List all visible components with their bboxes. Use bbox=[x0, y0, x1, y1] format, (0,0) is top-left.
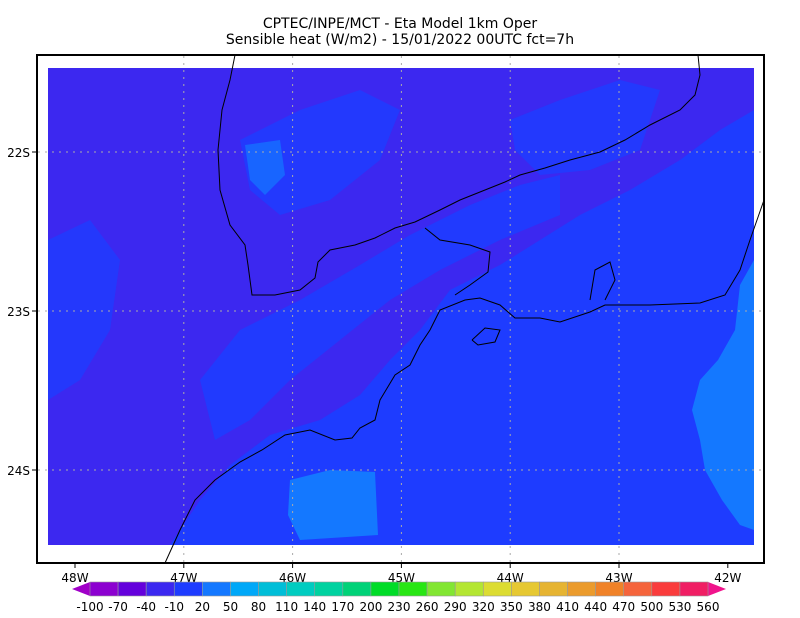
lon-tick-label: 45W bbox=[388, 571, 415, 585]
colorbar-swatch bbox=[370, 581, 400, 597]
colorbar-swatch bbox=[342, 581, 372, 597]
title-line-2: Sensible heat (W/m2) - 15/01/2022 00UTC … bbox=[226, 32, 574, 48]
colorbar-swatch bbox=[623, 581, 653, 597]
lagoon-outline bbox=[589, 261, 616, 301]
colorbar-label: 440 bbox=[584, 600, 607, 614]
colorbar-swatch bbox=[595, 581, 625, 597]
axis-ticks: 48W 47W 46W 45W 44W 43W 42W 22S 23S 24S bbox=[7, 146, 741, 585]
lon-tick-label: 44W bbox=[497, 571, 524, 585]
field-blue-northeast bbox=[510, 80, 660, 175]
colorbar-label: 290 bbox=[444, 600, 467, 614]
state-border-north bbox=[217, 54, 701, 296]
field-lightblue-south bbox=[288, 470, 378, 540]
colorbar-label: 80 bbox=[251, 600, 266, 614]
colorbar-label: 170 bbox=[331, 600, 354, 614]
lon-tick-label: 43W bbox=[605, 571, 632, 585]
colorbar-swatch bbox=[511, 581, 540, 597]
colorbar-swatch bbox=[89, 581, 119, 597]
colorbar-swatch bbox=[173, 581, 203, 597]
lat-tick-label: 22S bbox=[7, 146, 30, 160]
colorbar-over-triangle bbox=[708, 582, 726, 596]
lon-tick-label: 46W bbox=[279, 571, 306, 585]
colorbar-swatch bbox=[567, 581, 596, 597]
lon-tick-label: 42W bbox=[714, 571, 741, 585]
field-lightblue-east bbox=[692, 260, 754, 530]
field-lightblue-north bbox=[245, 140, 285, 195]
colorbar-swatch bbox=[454, 581, 484, 597]
map-field bbox=[48, 68, 754, 545]
colorbar: -100 -70 -40 -10 20 50 80 110 140 170 200 230 260 290… bbox=[72, 581, 726, 614]
colorbar-swatch bbox=[651, 581, 681, 597]
colorbar-label: 140 bbox=[303, 600, 326, 614]
colorbar-swatch bbox=[539, 581, 568, 597]
colorbar-swatch bbox=[117, 581, 147, 597]
colorbar-label: 380 bbox=[528, 600, 551, 614]
island-outline bbox=[471, 327, 501, 346]
colorbar-label: 50 bbox=[223, 600, 238, 614]
colorbar-swatch bbox=[482, 581, 512, 597]
field-blue-west bbox=[48, 220, 120, 400]
colorbar-label: 560 bbox=[697, 600, 720, 614]
colorbar-label: 230 bbox=[388, 600, 411, 614]
state-border-inner bbox=[424, 227, 491, 296]
colorbar-swatch bbox=[679, 581, 709, 597]
colorbar-label: 20 bbox=[195, 600, 210, 614]
colorbar-label: -100 bbox=[76, 600, 103, 614]
colorbar-label: 350 bbox=[500, 600, 523, 614]
colorbar-label: -10 bbox=[164, 600, 184, 614]
colorbar-swatch bbox=[258, 581, 287, 597]
lat-tick-label: 24S bbox=[7, 464, 30, 478]
grid-lines bbox=[38, 56, 763, 562]
field-blue-band bbox=[200, 175, 560, 440]
lon-tick-label: 47W bbox=[170, 571, 197, 585]
lon-tick-label: 48W bbox=[61, 571, 88, 585]
colorbar-label: 470 bbox=[612, 600, 635, 614]
coastline-and-borders bbox=[164, 54, 765, 564]
map-frame bbox=[36, 54, 765, 564]
colorbar-swatch bbox=[230, 581, 259, 597]
colorbar-label: -70 bbox=[108, 600, 128, 614]
colorbar-swatch bbox=[286, 581, 316, 597]
title-line-1: CPTEC/INPE/MCT - Eta Model 1km Oper bbox=[263, 16, 538, 32]
field-blue-region bbox=[170, 110, 754, 545]
colorbar-label: -40 bbox=[136, 600, 156, 614]
colorbar-label: 320 bbox=[472, 600, 495, 614]
lat-tick-label: 23S bbox=[7, 305, 30, 319]
colorbar-label: 410 bbox=[556, 600, 579, 614]
colorbar-label: 530 bbox=[668, 600, 691, 614]
colorbar-swatch bbox=[426, 581, 456, 597]
colorbar-label: 110 bbox=[275, 600, 298, 614]
colorbar-swatch bbox=[314, 581, 344, 597]
colorbar-label: 260 bbox=[416, 600, 439, 614]
colorbar-swatch bbox=[202, 581, 231, 597]
colorbar-swatch bbox=[145, 581, 175, 597]
coastline bbox=[164, 199, 765, 564]
colorbar-swatch bbox=[398, 581, 428, 597]
colorbar-label: 200 bbox=[359, 600, 382, 614]
colorbar-label: 500 bbox=[640, 600, 663, 614]
colorbar-under-triangle bbox=[72, 582, 90, 596]
